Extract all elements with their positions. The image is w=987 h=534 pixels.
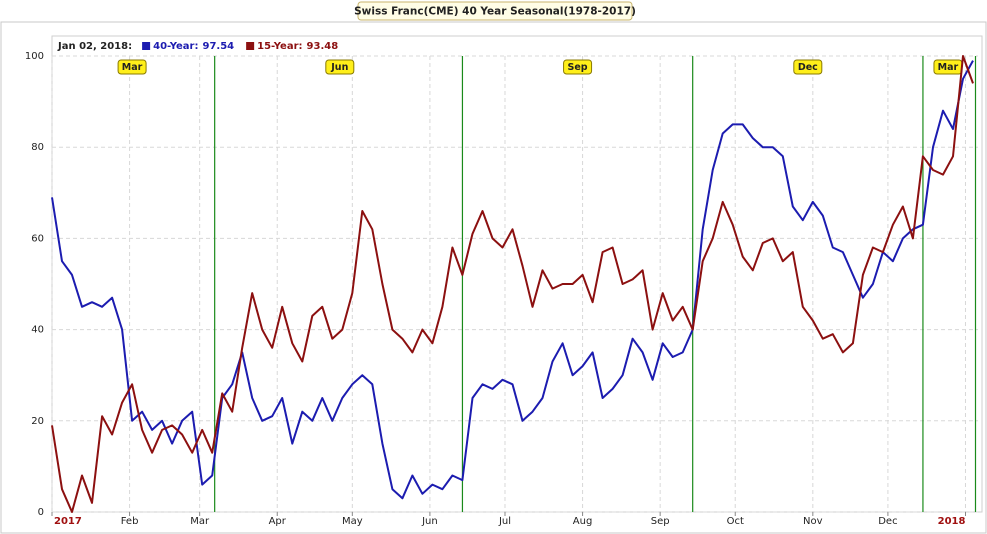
contract-label: Dec — [798, 62, 818, 73]
contract-marker — [793, 59, 823, 75]
y-tick-label: 60 — [31, 233, 44, 244]
x-tick-label: Dec — [878, 516, 897, 527]
legend-label: 40-Year: — [153, 41, 198, 52]
x-tick-label: 2017 — [54, 516, 82, 527]
contract-label: Mar — [938, 62, 959, 73]
x-tick-label: May — [342, 516, 363, 527]
plot-area — [51, 35, 983, 513]
x-tick-label: 2018 — [938, 516, 966, 527]
contract-label: Mar — [122, 62, 143, 73]
x-tick-label: Nov — [803, 516, 823, 527]
legend-swatch — [246, 42, 255, 50]
legend-value: 97.54 — [203, 41, 235, 52]
legend-label: 15-Year: — [257, 41, 302, 52]
x-tick-label: Feb — [121, 516, 139, 527]
x-tick-label: Mar — [190, 516, 210, 527]
y-tick-label: 20 — [31, 416, 44, 427]
contract-label: Sep — [568, 62, 588, 73]
series-line — [51, 55, 974, 513]
legend-value: 93.48 — [307, 41, 339, 52]
contract-marker — [563, 59, 593, 75]
y-tick-label: 0 — [38, 507, 44, 518]
chart-title: Swiss Franc(CME) 40 Year Seasonal(1978-2… — [354, 6, 636, 18]
x-tick-label: Oct — [727, 516, 744, 527]
x-tick-label: Apr — [269, 516, 287, 527]
legend-date: Jan 02, 2018: — [57, 41, 132, 52]
x-tick-label: Aug — [573, 516, 593, 527]
x-tick-label: Jun — [421, 516, 438, 527]
contract-marker — [117, 59, 147, 75]
x-tick-label: Jul — [498, 516, 511, 527]
title-box — [357, 1, 633, 21]
series-line — [51, 60, 974, 500]
contract-marker — [325, 59, 355, 75]
contract-label: Jun — [330, 62, 348, 73]
y-tick-label: 80 — [31, 142, 44, 153]
legend-swatch — [142, 42, 151, 50]
y-tick-label: 40 — [31, 325, 44, 336]
y-tick-label: 100 — [25, 51, 44, 62]
x-tick-label: Sep — [651, 516, 670, 527]
